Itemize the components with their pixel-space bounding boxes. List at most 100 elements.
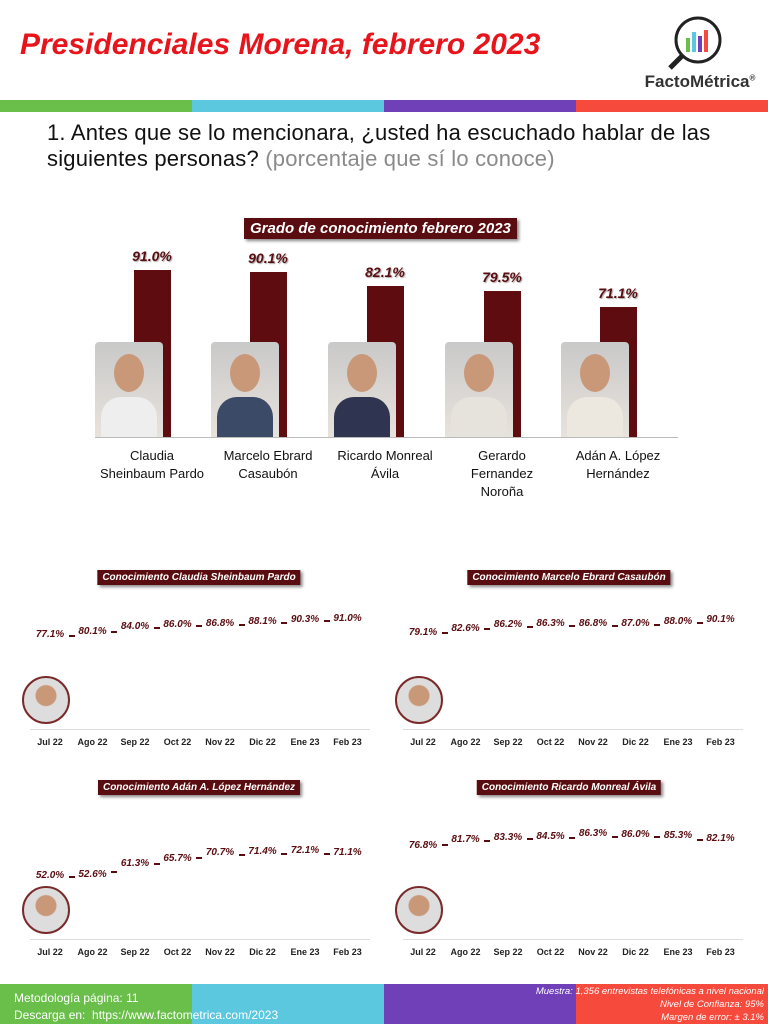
x-tick-label: Feb 23 xyxy=(706,947,735,957)
download-link[interactable]: https://www.factometrica.com/2023 xyxy=(92,1008,279,1022)
photo-body xyxy=(334,397,390,437)
photo-body xyxy=(567,397,623,437)
x-tick-label: Jul 22 xyxy=(37,947,63,957)
data-point-label: 84.5% xyxy=(536,830,565,842)
x-tick-label: Nov 22 xyxy=(578,737,608,747)
metodologia-text: Metodología página: 11 xyxy=(14,991,139,1005)
x-tick-label: Sep 22 xyxy=(120,947,150,957)
x-tick-label: Feb 23 xyxy=(333,737,362,747)
magnifier-chart-icon xyxy=(668,16,722,70)
connector xyxy=(441,843,448,846)
footer-cyan xyxy=(192,984,384,1024)
category-label-line: Adán A. López xyxy=(575,448,661,463)
data-point-label: 71.1% xyxy=(333,846,362,858)
x-tick-label: Feb 23 xyxy=(333,947,362,957)
question: 1. Antes que se lo mencionara, ¿usted ha… xyxy=(47,120,737,172)
connector xyxy=(484,840,490,842)
data-point-label: 80.1% xyxy=(78,625,107,637)
question-text: 1. Antes que se lo mencionara, ¿usted ha… xyxy=(47,120,711,171)
connector xyxy=(569,625,575,628)
x-axis xyxy=(403,939,743,940)
footer-purple xyxy=(384,984,576,1024)
bar-value-label: 71.1% xyxy=(598,284,638,301)
stripe-cyan xyxy=(192,100,384,112)
question-subtitle: (porcentaje que sí lo conoce) xyxy=(265,146,555,171)
bar-chart-baseline xyxy=(95,437,678,438)
candidate-avatar xyxy=(395,676,443,724)
x-tick-label: Ago 22 xyxy=(450,947,481,957)
data-point-label: 90.1% xyxy=(706,613,735,625)
category-label-line: Fernandez xyxy=(470,466,534,481)
data-point-label: 88.1% xyxy=(248,616,277,628)
category-label: Gerardo Fernandez Noroña xyxy=(442,447,562,501)
logo-mark: ® xyxy=(749,73,756,83)
stripe-purple xyxy=(384,100,576,112)
connector xyxy=(68,876,75,879)
x-tick-label: Oct 22 xyxy=(163,947,192,957)
data-point-label: 86.2% xyxy=(493,618,523,630)
data-point-label: 86.8% xyxy=(578,617,608,629)
connector xyxy=(611,835,618,838)
category-label-line: Sheinbaum Pardo xyxy=(99,466,205,481)
trend-chart-title: Conocimiento Ricardo Monreal Ávila xyxy=(476,780,662,795)
footer-green xyxy=(0,984,192,1024)
connector xyxy=(68,634,75,637)
data-point-label: 86.0% xyxy=(621,828,650,840)
connector xyxy=(611,624,618,627)
category-label-line: Ricardo Monreal xyxy=(337,448,433,463)
connector xyxy=(281,852,287,855)
connector xyxy=(196,857,202,860)
data-point-label: 90.3% xyxy=(290,613,320,625)
x-tick-label: Nov 22 xyxy=(205,737,235,747)
stripe-red xyxy=(576,100,768,112)
logo-text: FactoMétrica xyxy=(644,72,750,91)
main-chart-title: Grado de conocimiento febrero 2023 xyxy=(244,218,517,239)
data-point-label: 52.0% xyxy=(35,869,65,881)
bar-value-label: 91.0% xyxy=(132,248,172,264)
descarga-label: Descarga en: xyxy=(14,1008,86,1022)
x-axis xyxy=(30,939,370,940)
bar-value-label: 90.1% xyxy=(248,249,288,266)
photo-head xyxy=(464,354,494,392)
data-point-label: 85.3% xyxy=(663,829,693,841)
data-point-label: 82.1% xyxy=(706,833,735,845)
data-point-label: 86.3% xyxy=(578,828,608,840)
footer-right: Muestra: 1,356 entrevistas telefónicas a… xyxy=(536,985,764,1024)
x-tick-label: Dic 22 xyxy=(622,737,649,747)
x-tick-label: Ene 23 xyxy=(290,737,320,747)
x-tick-label: Dic 22 xyxy=(249,737,276,747)
x-tick-label: Nov 22 xyxy=(205,947,235,957)
x-tick-label: Sep 22 xyxy=(493,737,523,747)
connector xyxy=(111,870,117,873)
category-label-line: Casaubón xyxy=(238,466,298,481)
muestra-text: Muestra: 1,356 entrevistas telefónicas a… xyxy=(535,986,764,997)
connector xyxy=(654,624,660,626)
data-point-label: 77.1% xyxy=(35,629,65,641)
data-point-label: 87.0% xyxy=(621,617,650,629)
category-label: Claudia Sheinbaum Pardo xyxy=(92,447,212,483)
candidate-avatar xyxy=(22,676,70,724)
photo-body xyxy=(217,397,273,437)
candidate-photo xyxy=(561,342,629,437)
data-point-label: 61.3% xyxy=(120,858,150,870)
x-tick-label: Oct 22 xyxy=(536,947,565,957)
data-point-label: 86.0% xyxy=(163,618,192,630)
data-point-label: 76.8% xyxy=(408,839,438,851)
x-tick-label: Jul 22 xyxy=(410,947,436,957)
candidate-avatar xyxy=(395,886,443,934)
data-point-label: 71.4% xyxy=(248,846,277,858)
x-tick-label: Dic 22 xyxy=(249,947,276,957)
connector xyxy=(323,620,330,623)
connector xyxy=(441,631,448,634)
category-label-line: Noroña xyxy=(480,484,524,499)
connector xyxy=(153,627,160,629)
data-point-label: 70.7% xyxy=(205,847,235,859)
connector xyxy=(238,853,245,856)
connector xyxy=(696,838,703,841)
x-tick-label: Ago 22 xyxy=(77,737,108,747)
factometrica-logo: FactoMétrica® xyxy=(640,12,760,92)
trend-chart-title: Conocimiento Claudia Sheinbaum Pardo xyxy=(97,570,301,585)
category-label: Marcelo Ebrard Casaubón xyxy=(208,447,328,483)
data-point-label: 88.0% xyxy=(663,616,693,628)
photo-head xyxy=(347,354,377,392)
